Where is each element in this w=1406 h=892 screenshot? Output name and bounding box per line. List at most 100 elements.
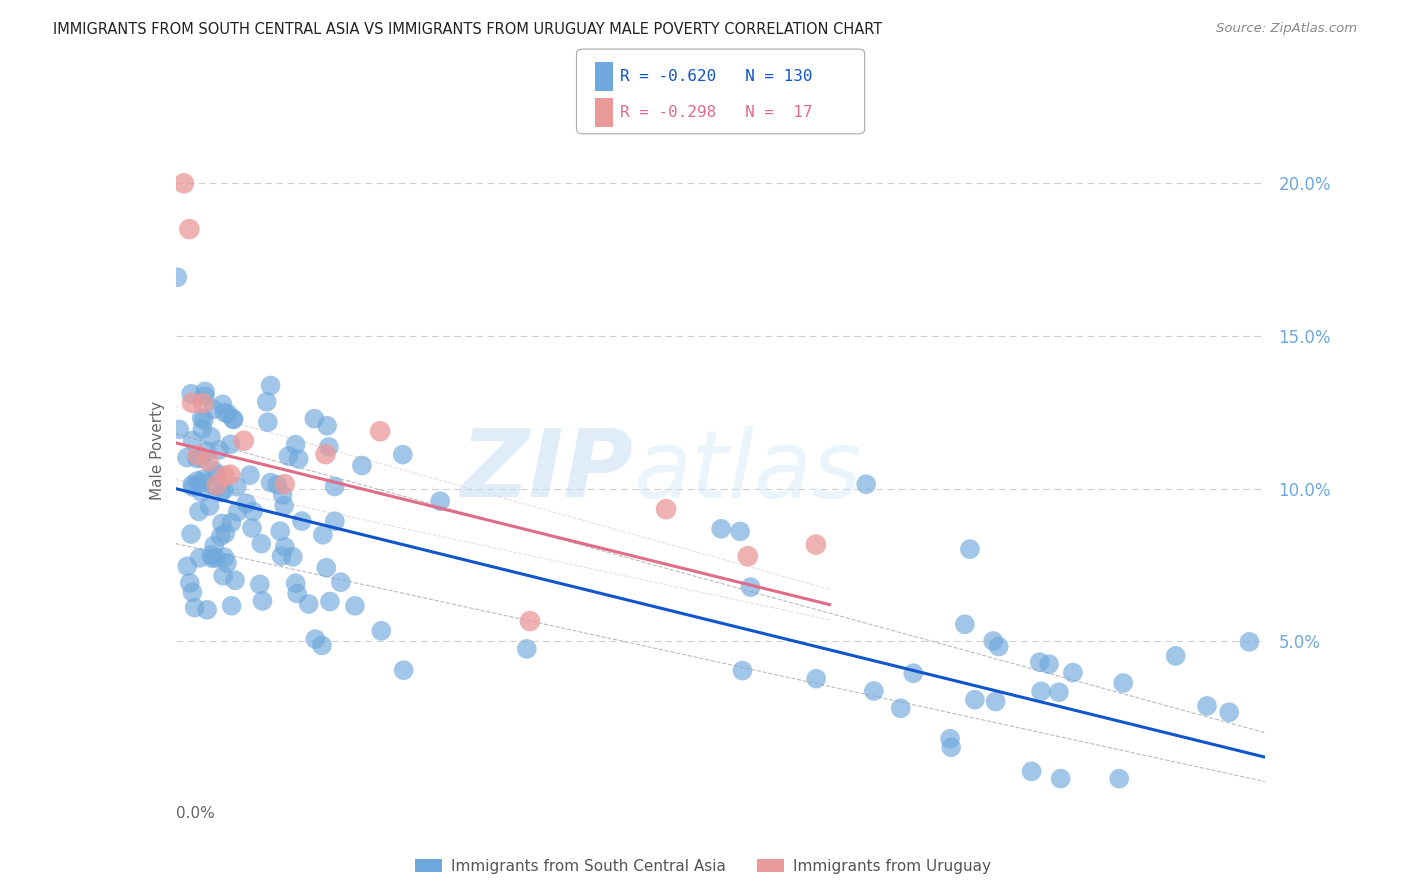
Point	[166, 270, 188, 285]
Point	[219, 467, 242, 482]
Point	[186, 474, 208, 488]
Point	[188, 550, 211, 565]
Point	[315, 447, 337, 461]
Point	[863, 684, 886, 698]
Point	[209, 485, 232, 500]
Point	[315, 560, 337, 574]
Point	[1049, 772, 1071, 786]
Point	[225, 480, 247, 494]
Point	[190, 451, 212, 466]
Point	[194, 384, 217, 399]
Point	[329, 575, 352, 590]
Point	[205, 478, 228, 492]
Point	[214, 526, 236, 541]
Text: Source: ZipAtlas.com: Source: ZipAtlas.com	[1216, 22, 1357, 36]
Point	[1112, 676, 1135, 690]
Point	[959, 542, 981, 557]
Point	[190, 411, 212, 425]
Point	[201, 551, 224, 566]
Point	[323, 479, 346, 493]
Point	[323, 514, 346, 528]
Point	[391, 448, 413, 462]
Point	[195, 444, 218, 458]
Point	[176, 559, 198, 574]
Point	[186, 448, 209, 462]
Point	[239, 468, 262, 483]
Point	[181, 480, 204, 494]
Point	[221, 516, 243, 530]
Point	[728, 524, 751, 539]
Point	[273, 499, 295, 513]
Point	[181, 395, 204, 409]
Point	[316, 418, 339, 433]
Point	[215, 556, 238, 570]
Point	[806, 672, 828, 686]
Point	[197, 454, 219, 468]
Point	[350, 458, 373, 473]
Point	[1062, 665, 1084, 680]
Point	[939, 731, 962, 746]
Point	[1021, 764, 1043, 779]
Point	[953, 617, 976, 632]
Point	[219, 437, 242, 451]
Point	[186, 451, 208, 466]
Point	[1195, 698, 1218, 713]
Point	[1239, 635, 1261, 649]
Point	[1029, 684, 1052, 698]
Point	[200, 430, 222, 444]
Point	[270, 549, 292, 563]
Point	[191, 396, 214, 410]
Point	[304, 411, 326, 425]
Point	[209, 529, 232, 543]
Point	[191, 422, 214, 436]
Text: atlas: atlas	[633, 425, 862, 516]
Point	[224, 574, 246, 588]
Point	[190, 476, 212, 491]
Point	[190, 485, 212, 500]
Point	[903, 666, 925, 681]
Point	[180, 527, 202, 541]
Point	[1164, 648, 1187, 663]
Point	[217, 407, 239, 421]
Point	[311, 638, 333, 652]
Legend: Immigrants from South Central Asia, Immigrants from Uruguay: Immigrants from South Central Asia, Immi…	[409, 853, 997, 880]
Point	[202, 464, 225, 478]
Point	[198, 499, 221, 513]
Point	[1047, 685, 1070, 699]
Point	[1028, 655, 1050, 669]
Point	[179, 576, 201, 591]
Point	[304, 632, 326, 646]
Point	[211, 516, 233, 531]
Point	[249, 577, 271, 591]
Point	[167, 422, 190, 436]
Point	[298, 597, 321, 611]
Point	[214, 406, 236, 420]
Point	[221, 599, 243, 613]
Text: R = -0.298   N =  17: R = -0.298 N = 17	[620, 105, 813, 120]
Point	[804, 538, 827, 552]
Point	[516, 641, 538, 656]
Point	[181, 434, 204, 448]
Point	[284, 576, 307, 591]
Point	[214, 550, 236, 565]
Point	[181, 585, 204, 599]
Point	[205, 550, 228, 565]
Point	[207, 467, 229, 482]
Point	[250, 536, 273, 550]
Point	[235, 496, 257, 510]
Text: 0.0%: 0.0%	[176, 806, 215, 822]
Point	[963, 692, 986, 706]
Point	[194, 389, 217, 403]
Point	[252, 594, 274, 608]
Point	[287, 452, 309, 467]
Point	[1218, 705, 1240, 719]
Point	[981, 634, 1004, 648]
Point	[176, 450, 198, 465]
Point	[208, 442, 231, 457]
Point	[1108, 772, 1130, 786]
Point	[343, 599, 366, 613]
Point	[890, 701, 912, 715]
Point	[271, 488, 294, 502]
Point	[212, 483, 235, 498]
Point	[226, 505, 249, 519]
